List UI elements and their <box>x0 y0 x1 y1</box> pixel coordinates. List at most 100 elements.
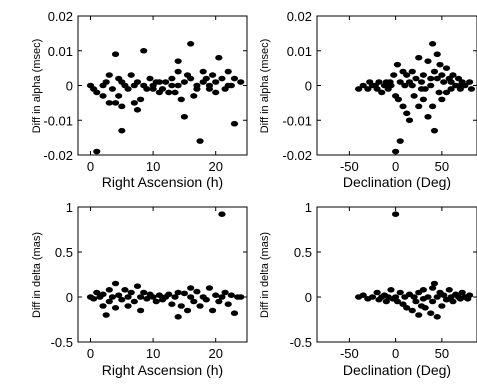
data-point <box>429 103 437 110</box>
data-point <box>105 100 113 106</box>
data-point <box>427 75 435 82</box>
x-tick-label: 0 <box>392 346 399 361</box>
data-point <box>456 82 464 89</box>
data-point <box>355 86 363 92</box>
data-point <box>447 79 455 85</box>
y-tick-label: -0.02 <box>43 148 73 163</box>
data-point <box>105 287 113 293</box>
data-point <box>149 82 157 89</box>
data-point <box>124 86 132 92</box>
data-point <box>215 54 223 61</box>
y-tick-label: -0.01 <box>282 113 312 128</box>
x-tick-label: -50 <box>340 159 359 174</box>
data-point <box>438 72 446 78</box>
data-point <box>445 287 453 293</box>
y-tick-label: 0 <box>305 79 312 94</box>
data-point <box>105 72 113 78</box>
data-point <box>230 310 239 317</box>
data-point <box>118 127 126 134</box>
data-point <box>392 211 400 217</box>
y-tick-label: 0.01 <box>287 44 312 59</box>
data-point <box>208 307 217 314</box>
data-point <box>187 294 195 300</box>
data-point <box>392 148 400 155</box>
data-point <box>433 75 441 82</box>
data-point <box>130 82 138 89</box>
data-point <box>224 68 232 75</box>
x-axis-label: Declination (Deg) <box>343 174 451 190</box>
y-tick-label: 0 <box>66 79 73 94</box>
data-point <box>212 292 220 299</box>
data-point <box>115 292 123 299</box>
data-point <box>208 72 217 78</box>
data-point <box>403 110 411 117</box>
data-point <box>415 312 423 318</box>
x-tick-label: 10 <box>146 346 160 361</box>
data-point <box>433 314 441 320</box>
data-point <box>408 68 416 75</box>
data-point <box>177 96 185 103</box>
y-tick-label: -0.5 <box>290 335 312 350</box>
data-point <box>230 75 239 82</box>
data-point <box>127 289 135 296</box>
data-point <box>93 289 101 296</box>
data-point <box>171 89 179 96</box>
x-tick-label: -50 <box>340 346 359 361</box>
data-point <box>438 96 446 103</box>
data-point <box>108 86 117 92</box>
data-point <box>429 285 437 291</box>
y-tick-label: 0 <box>66 290 73 305</box>
plot-frame <box>77 206 248 343</box>
data-point <box>442 65 451 71</box>
data-point <box>190 298 198 305</box>
data-point <box>165 89 173 96</box>
data-point <box>435 89 443 96</box>
x-tick-label: 50 <box>435 159 449 174</box>
data-point <box>90 86 98 92</box>
data-point <box>187 41 195 47</box>
data-point <box>449 72 457 78</box>
data-point <box>403 72 411 78</box>
x-axis-label: Declination (Deg) <box>343 362 451 378</box>
data-point <box>427 310 435 317</box>
data-point <box>158 86 167 92</box>
data-point <box>205 285 214 291</box>
x-tick-label: 0 <box>392 159 399 174</box>
data-point <box>218 211 226 217</box>
data-point <box>202 75 210 82</box>
data-point <box>430 68 439 75</box>
data-point <box>386 79 394 85</box>
y-tick-label: -0.5 <box>51 335 73 350</box>
data-point <box>405 117 414 124</box>
data-point <box>143 296 151 302</box>
data-point <box>430 127 439 134</box>
data-point <box>359 292 367 299</box>
data-point <box>392 294 400 300</box>
data-point <box>430 280 439 287</box>
data-point <box>180 79 189 85</box>
data-point <box>124 303 132 309</box>
y-tick-label: 0 <box>305 290 312 305</box>
data-point <box>396 138 404 144</box>
data-point <box>99 303 107 309</box>
data-point <box>410 294 418 300</box>
data-point <box>359 82 367 89</box>
data-point <box>227 292 235 299</box>
y-tick-label: -0.01 <box>43 113 73 128</box>
data-point <box>221 289 229 296</box>
data-point <box>412 298 420 305</box>
data-point <box>177 303 185 309</box>
data-point <box>396 79 404 85</box>
x-axis-label: Right Ascension (h) <box>102 362 223 378</box>
data-point <box>174 289 182 296</box>
data-point <box>111 100 120 106</box>
data-point <box>466 79 474 85</box>
data-point <box>118 296 126 303</box>
data-point <box>429 298 437 305</box>
data-point <box>212 79 220 85</box>
data-point <box>378 89 386 96</box>
x-axis-label: Right Ascension (h) <box>102 174 223 190</box>
